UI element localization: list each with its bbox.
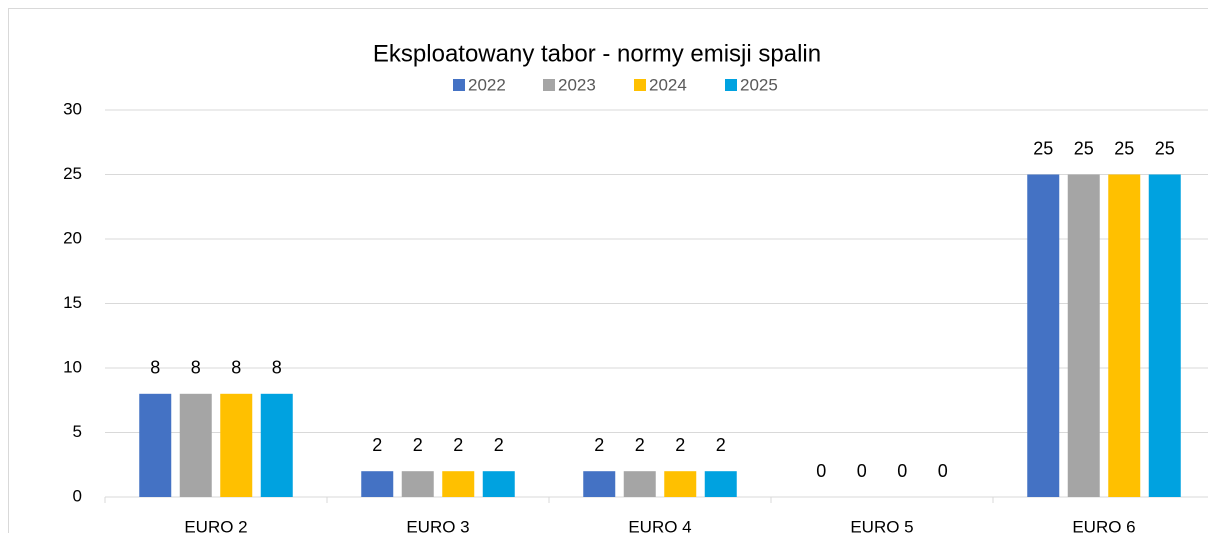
legend-label: 2025 — [740, 75, 778, 94]
bar — [1067, 174, 1100, 497]
data-label: 25 — [1033, 138, 1053, 158]
data-label: 8 — [231, 358, 241, 378]
x-tick-label: EURO 2 — [184, 517, 247, 533]
legend-label: 2024 — [649, 75, 687, 94]
data-label: 2 — [594, 435, 604, 455]
data-label: 0 — [816, 461, 826, 481]
legend-label: 2022 — [468, 75, 506, 94]
y-tick-label: 15 — [63, 293, 82, 312]
data-label: 2 — [716, 435, 726, 455]
data-label: 2 — [494, 435, 504, 455]
y-tick-label: 25 — [63, 164, 82, 183]
bar — [220, 393, 253, 497]
data-label: 2 — [413, 435, 423, 455]
x-tick-label: EURO 5 — [850, 517, 913, 533]
bar — [401, 471, 434, 497]
data-label: 25 — [1155, 138, 1175, 158]
data-label: 25 — [1114, 138, 1134, 158]
bar — [139, 393, 172, 497]
data-label: 25 — [1074, 138, 1094, 158]
bar — [361, 471, 394, 497]
data-label: 2 — [372, 435, 382, 455]
legend-label: 2023 — [558, 75, 596, 94]
bar — [704, 471, 737, 497]
bar — [623, 471, 656, 497]
y-tick-label: 5 — [73, 422, 82, 441]
data-label: 8 — [272, 358, 282, 378]
y-tick-label: 20 — [63, 228, 82, 247]
legend-swatch — [543, 79, 555, 91]
data-label: 2 — [675, 435, 685, 455]
bar — [1148, 174, 1181, 497]
legend-swatch — [725, 79, 737, 91]
bar — [260, 393, 293, 497]
legend-swatch — [453, 79, 465, 91]
data-label: 8 — [150, 358, 160, 378]
bar — [664, 471, 697, 497]
bar — [1027, 174, 1060, 497]
data-label: 0 — [857, 461, 867, 481]
y-tick-label: 10 — [63, 357, 82, 376]
x-tick-label: EURO 3 — [406, 517, 469, 533]
bar — [179, 393, 212, 497]
chart-title: Eksploatowany tabor - normy emisji spali… — [373, 40, 821, 67]
data-label: 2 — [635, 435, 645, 455]
bar — [442, 471, 475, 497]
x-tick-label: EURO 4 — [628, 517, 691, 533]
legend-swatch — [634, 79, 646, 91]
bar — [583, 471, 616, 497]
y-tick-label: 0 — [73, 486, 82, 505]
data-label: 2 — [453, 435, 463, 455]
data-label: 0 — [897, 461, 907, 481]
x-tick-label: EURO 6 — [1072, 517, 1135, 533]
bar — [1108, 174, 1141, 497]
data-label: 0 — [938, 461, 948, 481]
y-tick-label: 30 — [63, 99, 82, 118]
data-label: 8 — [191, 358, 201, 378]
bar — [482, 471, 515, 497]
chart-frame — [8, 8, 1208, 533]
